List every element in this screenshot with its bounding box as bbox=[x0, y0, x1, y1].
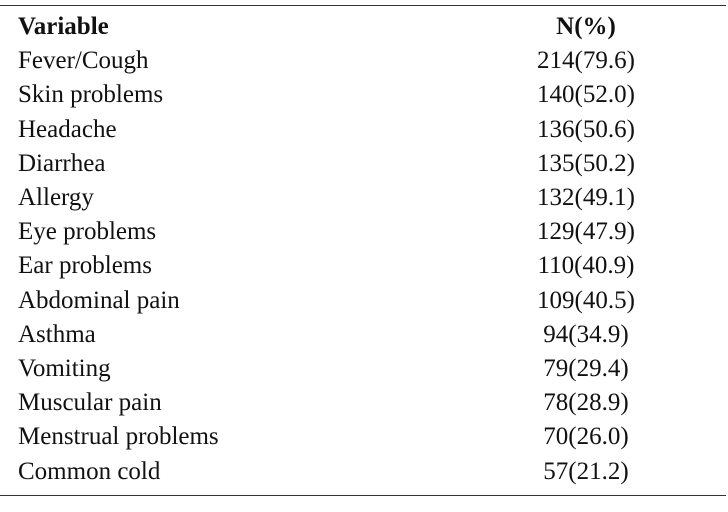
row-value: 136(50.6) bbox=[537, 115, 635, 143]
table-row: Menstrual problems 70(26.0) bbox=[0, 420, 726, 454]
table-row: Common cold 57(21.2) bbox=[0, 454, 726, 488]
row-value: 135(50.2) bbox=[537, 149, 635, 177]
row-variable: Menstrual problems bbox=[18, 423, 219, 451]
row-variable: Skin problems bbox=[18, 81, 164, 109]
table-row: Eye problems 129(47.9) bbox=[0, 215, 726, 249]
row-value: 214(79.6) bbox=[537, 47, 635, 75]
table-row: Abdominal pain 109(40.5) bbox=[0, 284, 726, 318]
row-value: 94(34.9) bbox=[543, 320, 629, 348]
row-value: 110(40.9) bbox=[537, 252, 635, 280]
row-variable: Allergy bbox=[18, 184, 94, 212]
table-row: Headache 136(50.6) bbox=[0, 113, 726, 147]
row-value: 78(28.9) bbox=[543, 389, 629, 417]
row-value: 132(49.1) bbox=[537, 184, 635, 212]
row-variable: Headache bbox=[18, 115, 117, 143]
table-row: Vomiting 79(29.4) bbox=[0, 352, 726, 386]
table-row: Ear problems 110(40.9) bbox=[0, 249, 726, 283]
row-variable: Ear problems bbox=[18, 252, 152, 280]
table-row: Skin problems 140(52.0) bbox=[0, 78, 726, 112]
row-variable: Fever/Cough bbox=[18, 47, 149, 75]
row-variable: Asthma bbox=[18, 320, 96, 348]
row-value: 129(47.9) bbox=[537, 218, 635, 246]
symptom-table: Variable N(%) Fever/Cough 214(79.6) Skin… bbox=[0, 5, 726, 496]
row-value: 109(40.5) bbox=[537, 286, 635, 314]
table-row: Muscular pain 78(28.9) bbox=[0, 386, 726, 420]
row-variable: Eye problems bbox=[18, 218, 157, 246]
table-row: Fever/Cough 214(79.6) bbox=[0, 44, 726, 78]
row-variable: Diarrhea bbox=[18, 149, 106, 177]
header-n-percent: N(%) bbox=[556, 13, 616, 41]
row-value: 140(52.0) bbox=[537, 81, 635, 109]
data-table: Variable N(%) Fever/Cough 214(79.6) Skin… bbox=[0, 6, 726, 489]
row-variable: Vomiting bbox=[18, 354, 111, 382]
row-variable: Common cold bbox=[18, 457, 161, 485]
row-value: 79(29.4) bbox=[543, 354, 629, 382]
row-value: 70(26.0) bbox=[543, 423, 629, 451]
row-variable: Abdominal pain bbox=[18, 286, 180, 314]
top-rule bbox=[0, 5, 726, 6]
table-row: Allergy 132(49.1) bbox=[0, 181, 726, 215]
row-value: 57(21.2) bbox=[543, 457, 629, 485]
header-row: Variable N(%) bbox=[0, 6, 726, 44]
bottom-rule bbox=[0, 494, 726, 496]
table-row: Asthma 94(34.9) bbox=[0, 318, 726, 352]
header-variable: Variable bbox=[18, 13, 109, 41]
row-variable: Muscular pain bbox=[18, 389, 162, 417]
table-row: Diarrhea 135(50.2) bbox=[0, 147, 726, 181]
